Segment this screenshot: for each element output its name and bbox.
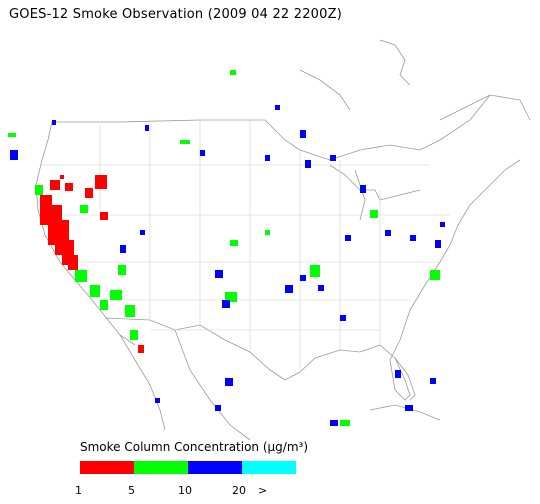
smoke-low-concentration bbox=[40, 175, 144, 353]
legend-tick: 10 bbox=[178, 484, 192, 497]
legend-tick: 1 bbox=[75, 484, 82, 497]
legend-tick: > bbox=[258, 484, 268, 497]
legend-swatch-cyan bbox=[242, 461, 296, 474]
state-borders bbox=[40, 120, 450, 370]
smoke-high-concentration bbox=[10, 105, 445, 426]
coastline-outline bbox=[35, 39, 531, 441]
legend-swatch-red bbox=[80, 461, 134, 474]
smoke-mid-concentration bbox=[8, 70, 440, 426]
legend-tick: 5 bbox=[128, 484, 135, 497]
legend-color-bar bbox=[80, 461, 296, 474]
legend-swatch-green bbox=[134, 461, 188, 474]
legend-tick: 20 bbox=[232, 484, 246, 497]
map-title: GOES-12 Smoke Observation (2009 04 22 22… bbox=[9, 7, 342, 22]
legend-swatch-blue bbox=[188, 461, 242, 474]
legend-title: Smoke Column Concentration (µg/m³) bbox=[80, 440, 308, 454]
